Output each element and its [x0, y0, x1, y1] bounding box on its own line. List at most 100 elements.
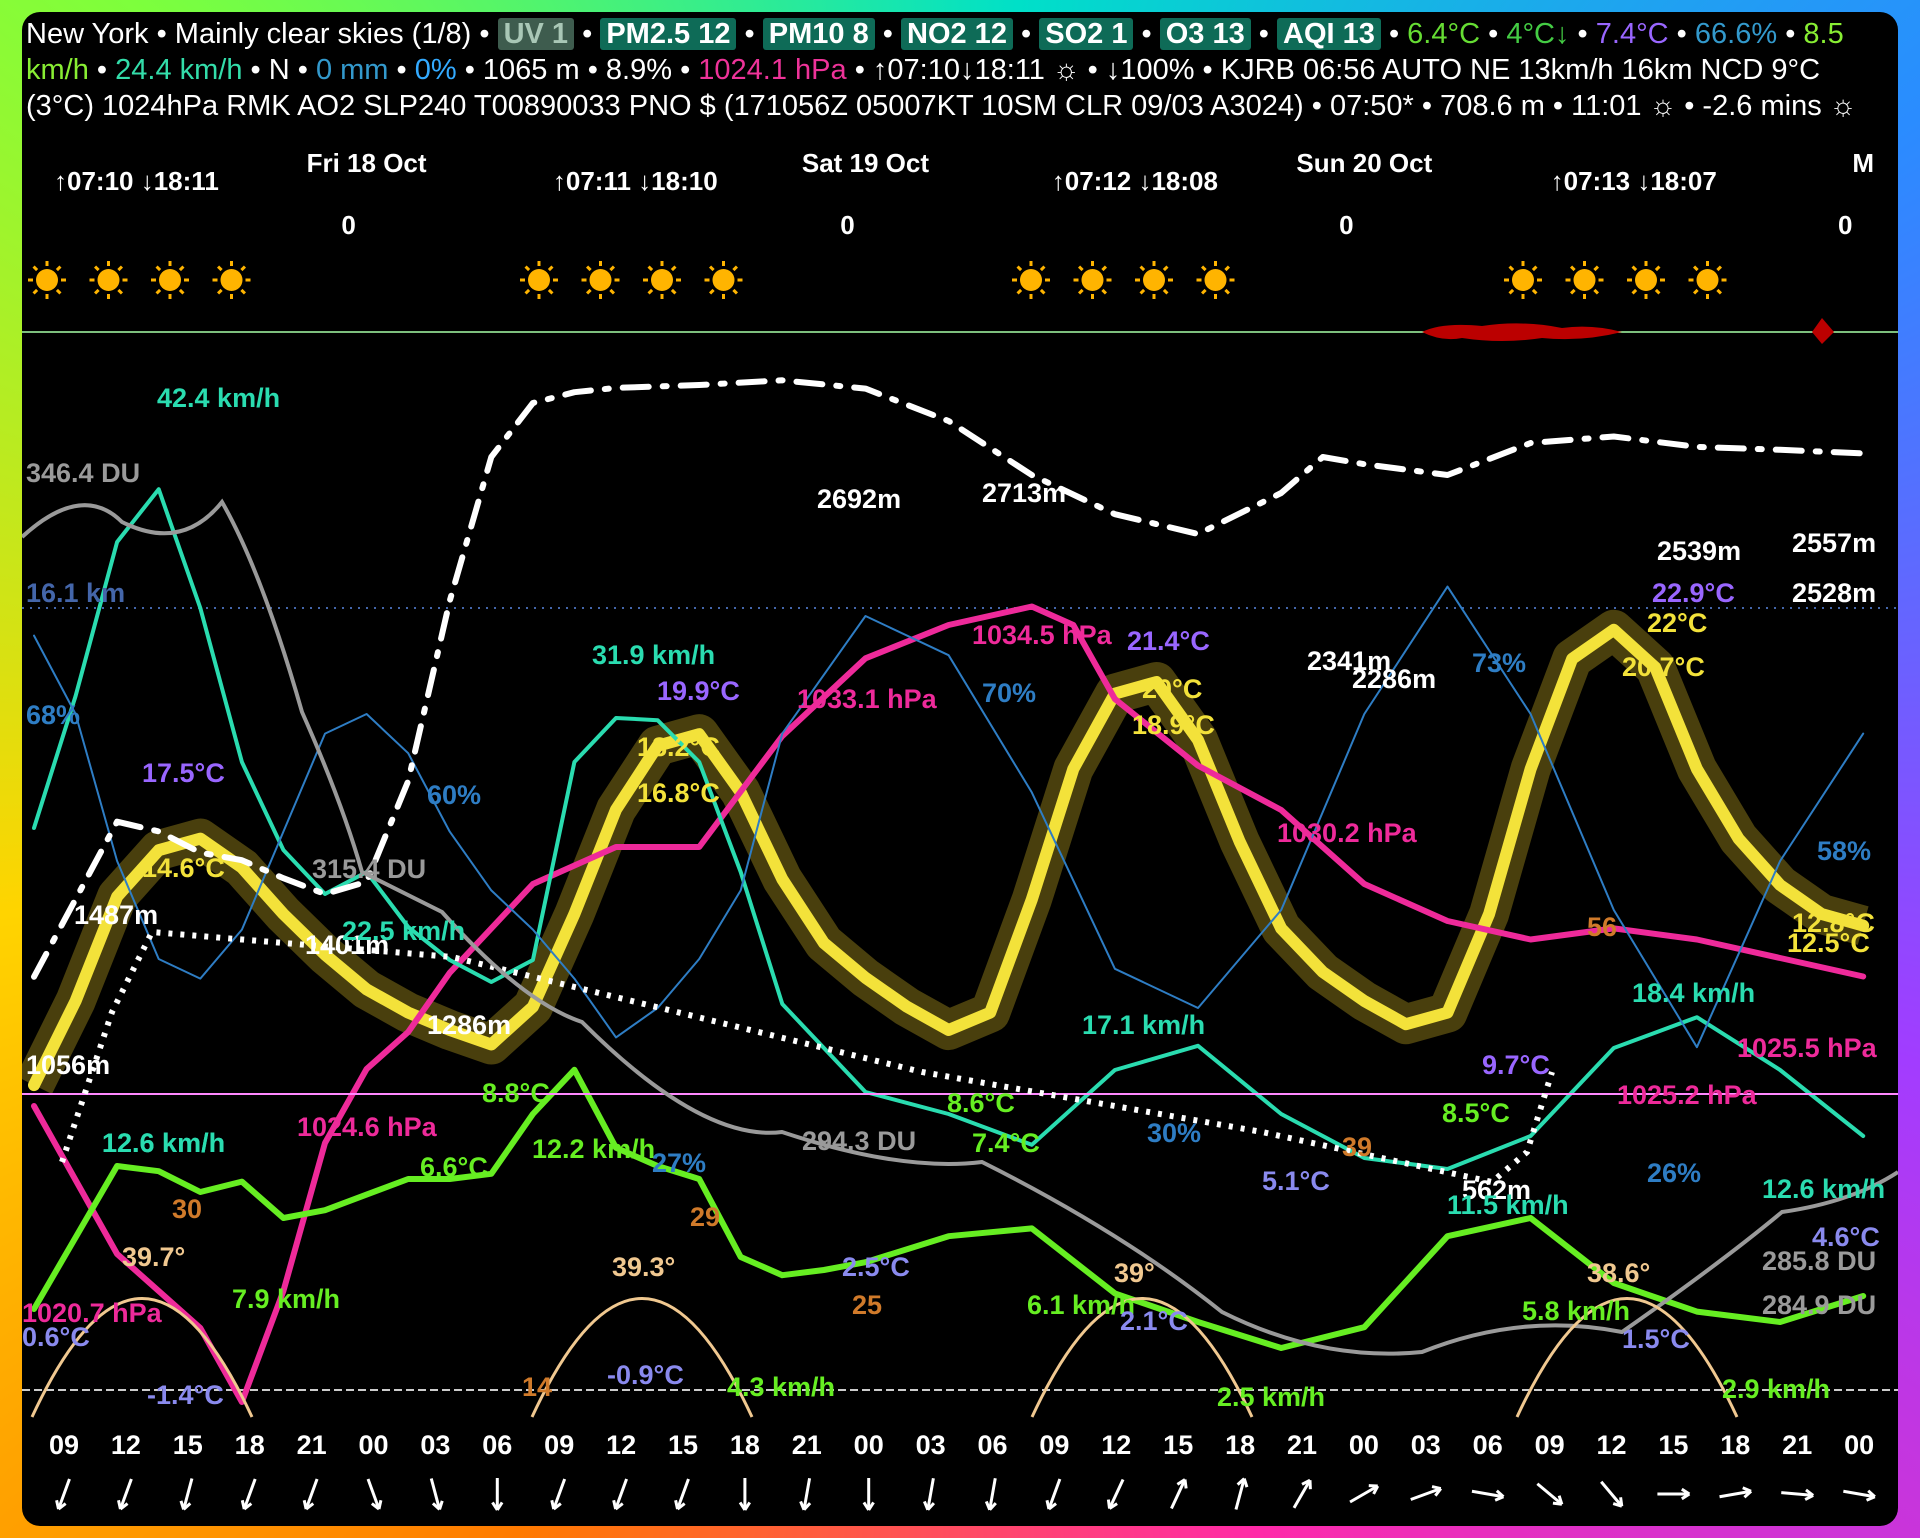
- header-segment: •: [874, 18, 901, 50]
- moon-icon: [838, 268, 851, 292]
- sun-ray: [55, 265, 62, 272]
- precip-spike: [1812, 318, 1834, 344]
- sun-ray: [32, 288, 39, 295]
- data-label: 20°C: [1142, 674, 1202, 704]
- sun-ray: [1593, 288, 1599, 295]
- hour-label: 03: [1411, 1430, 1441, 1460]
- sun-icon: [1204, 269, 1227, 291]
- header-segment: AQI 13: [1277, 18, 1381, 50]
- data-label: 2692m: [817, 484, 901, 514]
- sun-ray: [1693, 288, 1699, 295]
- sun-icon: [36, 269, 58, 291]
- moon-icon: [408, 268, 420, 292]
- data-label: 30%: [1147, 1118, 1201, 1148]
- moon-icon: [1453, 268, 1466, 292]
- data-label: 18.2°C: [637, 732, 720, 762]
- sun-icon: [528, 269, 550, 291]
- header-segment: •: [736, 18, 763, 50]
- sun-ray: [670, 265, 677, 272]
- header-segment: •: [574, 18, 601, 50]
- moon-icon: [346, 268, 359, 292]
- data-label: 6.1 km/h: [1027, 1290, 1135, 1320]
- header-segment: • 1065 m • 8.9% •: [456, 54, 699, 86]
- sun-ray: [155, 288, 162, 295]
- hour-label: 21: [297, 1430, 327, 1460]
- data-label: 18.4 km/h: [1632, 978, 1755, 1008]
- sun-ray: [32, 265, 39, 272]
- sun-icon: [1020, 269, 1042, 291]
- data-label: 7.9 km/h: [232, 1284, 340, 1314]
- sun-ray: [1693, 265, 1699, 272]
- data-label: 20.7°C: [1622, 652, 1705, 682]
- data-label: 1025.2 hPa: [1617, 1080, 1758, 1110]
- data-label: 38.6°: [1587, 1258, 1650, 1288]
- sun-times: ↑07:11 ↓18:10: [553, 166, 718, 196]
- wind-arrow-icon: [117, 1478, 133, 1511]
- data-label: 60%: [427, 780, 481, 810]
- precip-total: 0: [1339, 210, 1353, 240]
- sun-ray: [670, 288, 677, 295]
- header-segment: • N •: [242, 54, 316, 86]
- data-label: 1025.5 hPa: [1737, 1033, 1878, 1063]
- hour-label: 21: [1782, 1430, 1812, 1460]
- data-label: 4.3 km/h: [727, 1372, 835, 1402]
- series-wind-gust: [32, 487, 1866, 1171]
- series-cloud-base: [31, 377, 1867, 980]
- sun-ray: [1531, 265, 1538, 272]
- wind-arrow-icon: [1719, 1486, 1753, 1499]
- hour-label: 18: [1225, 1430, 1255, 1460]
- header-segment: New York • Mainly clear skies (1/8) •: [26, 18, 498, 50]
- data-label: 315.4 DU: [312, 854, 426, 884]
- moon-icon: [961, 268, 974, 292]
- data-label: 1034.5 hPa: [972, 620, 1113, 650]
- sun-ray: [94, 288, 100, 295]
- header-segment: 7.4°C: [1595, 18, 1669, 50]
- sun-times: ↑07:12 ↓18:08: [1052, 166, 1218, 196]
- sun-ray: [94, 265, 100, 272]
- data-label: 14: [522, 1372, 552, 1402]
- sun-ray: [647, 288, 654, 295]
- data-label: 26%: [1647, 1158, 1701, 1188]
- sun-ray: [732, 265, 738, 272]
- wind-arrow-icon: [738, 1478, 751, 1511]
- data-label: -1.4°C: [147, 1380, 224, 1410]
- data-label: 9.7°C: [1482, 1050, 1550, 1080]
- hour-label: 12: [111, 1430, 141, 1460]
- data-label: 14.6°C: [142, 853, 225, 883]
- data-label: 39: [1342, 1132, 1372, 1162]
- data-label: 25: [852, 1290, 882, 1320]
- data-label: 39°: [1114, 1258, 1155, 1288]
- wind-arrow-icon: [612, 1478, 628, 1511]
- sun-icon: [159, 269, 181, 291]
- data-label: 42.4 km/h: [157, 383, 280, 413]
- sun-ray: [1654, 288, 1661, 295]
- hour-label: 00: [358, 1430, 388, 1460]
- header-segment: •: [1777, 18, 1804, 50]
- data-label: 2557m: [1792, 528, 1876, 558]
- trend-line: [59, 928, 1555, 1186]
- sun-ray: [1631, 265, 1638, 272]
- data-label: 8.8°C: [482, 1078, 550, 1108]
- wind-arrow-icon: [1410, 1485, 1443, 1501]
- hour-label: 09: [49, 1430, 79, 1460]
- hour-label: 06: [1473, 1430, 1503, 1460]
- hour-label: 06: [977, 1430, 1007, 1460]
- data-label: 12.6 km/h: [102, 1128, 225, 1158]
- header-segment: •: [388, 54, 415, 86]
- wind-arrow-icon: [1045, 1478, 1062, 1511]
- data-label: 1.5°C: [1622, 1324, 1690, 1354]
- sun-icon: [589, 269, 612, 291]
- data-label: 18.9°C: [1132, 710, 1215, 740]
- moon-icon: [900, 268, 912, 292]
- sun-ray: [1201, 288, 1207, 295]
- data-label: 8.6°C: [947, 1088, 1015, 1118]
- header-segment: •: [88, 54, 116, 86]
- sun-ray: [524, 265, 531, 272]
- hour-label: 03: [420, 1430, 450, 1460]
- sun-ray: [609, 288, 615, 295]
- sun-ray: [709, 265, 715, 272]
- moon-icon: [285, 268, 297, 292]
- header-segment: 24.4 km/h: [115, 54, 243, 86]
- sun-ray: [1016, 265, 1023, 272]
- sun-icon: [220, 269, 243, 291]
